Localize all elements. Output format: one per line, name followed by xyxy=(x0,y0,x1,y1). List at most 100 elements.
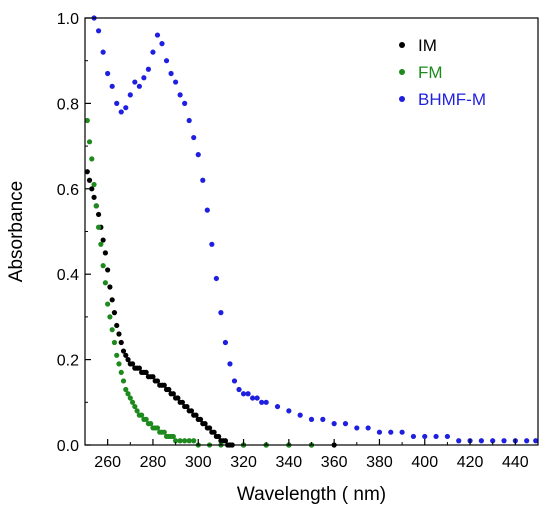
data-point-fm xyxy=(111,339,118,346)
data-point-bhmf-m xyxy=(342,421,349,427)
data-point-im xyxy=(116,331,122,337)
data-point-bhmf-m xyxy=(182,100,188,106)
data-point-bhmf-m xyxy=(410,433,417,440)
data-point-im xyxy=(95,211,102,218)
data-point-fm xyxy=(170,433,176,440)
x-tick-label: 320 xyxy=(230,454,257,471)
data-point-fm xyxy=(91,181,97,188)
data-point-bhmf-m xyxy=(331,421,337,427)
data-point-im xyxy=(166,386,172,393)
data-point-im xyxy=(184,403,190,410)
data-point-fm xyxy=(139,412,145,418)
data-point-bhmf-m xyxy=(490,438,496,444)
data-point-im xyxy=(143,369,149,376)
data-point-bhmf-m xyxy=(186,117,192,124)
x-tick-label: 420 xyxy=(457,454,484,471)
data-point-im xyxy=(125,357,131,363)
data-point-fm xyxy=(132,403,138,410)
data-point-im xyxy=(206,425,213,431)
data-point-fm xyxy=(143,416,149,422)
data-point-bhmf-m xyxy=(168,70,174,77)
data-point-im xyxy=(120,348,127,354)
data-point-fm xyxy=(191,438,197,444)
data-point-im xyxy=(91,194,97,200)
data-point-bhmf-m xyxy=(200,177,206,183)
data-point-bhmf-m xyxy=(204,207,210,213)
points-layer xyxy=(84,15,539,448)
data-point-bhmf-m xyxy=(132,79,138,85)
data-point-bhmf-m xyxy=(218,310,224,316)
data-point-im xyxy=(161,382,167,388)
data-point-bhmf-m xyxy=(376,429,383,435)
data-point-bhmf-m xyxy=(399,429,405,435)
y-tick-label: 0.8 xyxy=(57,96,79,113)
data-point-bhmf-m xyxy=(286,408,292,414)
x-tick-label: 300 xyxy=(185,454,212,471)
data-point-fm xyxy=(84,117,90,124)
data-point-bhmf-m xyxy=(388,429,394,435)
data-point-bhmf-m xyxy=(114,100,120,106)
data-point-fm xyxy=(161,429,167,435)
data-point-im xyxy=(105,267,111,273)
legend: IM FM BHMF-M xyxy=(399,36,486,109)
data-point-fm xyxy=(177,438,183,444)
data-point-bhmf-m xyxy=(163,58,170,64)
data-point-im xyxy=(193,412,199,418)
y-tick-label: 0.6 xyxy=(57,182,79,199)
data-point-fm xyxy=(127,395,133,401)
data-point-bhmf-m xyxy=(150,49,156,55)
x-tick-label: 380 xyxy=(366,454,393,471)
data-point-im xyxy=(154,378,161,384)
data-point-im xyxy=(129,361,136,367)
data-point-im xyxy=(107,284,113,290)
data-point-bhmf-m xyxy=(533,438,539,444)
data-point-bhmf-m xyxy=(354,425,360,431)
x-tick-label: 260 xyxy=(94,454,121,471)
data-point-fm xyxy=(93,203,99,209)
legend-marker xyxy=(399,42,405,48)
data-point-im xyxy=(216,433,222,440)
data-point-bhmf-m xyxy=(123,105,129,111)
data-point-bhmf-m xyxy=(105,70,111,77)
data-point-fm xyxy=(120,378,127,384)
data-point-im xyxy=(188,408,195,414)
data-point-bhmf-m xyxy=(274,403,281,410)
data-point-bhmf-m xyxy=(209,241,215,247)
data-point-im xyxy=(211,429,217,435)
data-point-im xyxy=(170,391,176,397)
data-point-bhmf-m xyxy=(501,438,507,444)
data-point-fm xyxy=(134,408,140,414)
data-point-im xyxy=(89,186,95,192)
data-point-fm xyxy=(123,386,129,393)
data-point-bhmf-m xyxy=(127,92,133,98)
data-point-im xyxy=(102,250,108,256)
data-point-bhmf-m xyxy=(240,391,247,397)
ticks-layer: 260 280 300 320 340 360 380 400 420 440 0.0 0.2 0.4 0… xyxy=(57,11,539,471)
x-tick-label: 440 xyxy=(502,454,529,471)
x-tick-label: 340 xyxy=(275,454,302,471)
data-point-bhmf-m xyxy=(227,361,233,367)
legend-label: BHMF-M xyxy=(418,90,486,109)
data-point-fm xyxy=(118,369,124,376)
data-point-bhmf-m xyxy=(444,433,450,440)
x-tick-label: 280 xyxy=(140,454,167,471)
data-point-bhmf-m xyxy=(297,412,303,418)
data-point-bhmf-m xyxy=(236,386,242,393)
data-point-im xyxy=(175,395,181,401)
y-tick-label: 0.4 xyxy=(57,267,79,284)
x-tick-label: 360 xyxy=(321,454,348,471)
data-point-im xyxy=(111,310,118,316)
data-point-fm xyxy=(89,156,95,162)
data-point-im xyxy=(123,352,129,358)
data-point-im xyxy=(179,399,185,405)
data-point-fm xyxy=(116,361,122,367)
data-point-bhmf-m xyxy=(478,438,484,444)
data-point-im xyxy=(86,177,93,183)
data-point-fm xyxy=(154,425,161,431)
data-point-fm xyxy=(173,438,179,444)
data-point-bhmf-m xyxy=(365,425,371,431)
y-tick-label: 0.2 xyxy=(57,353,79,370)
data-point-bhmf-m xyxy=(254,395,260,401)
data-point-bhmf-m xyxy=(250,395,256,401)
